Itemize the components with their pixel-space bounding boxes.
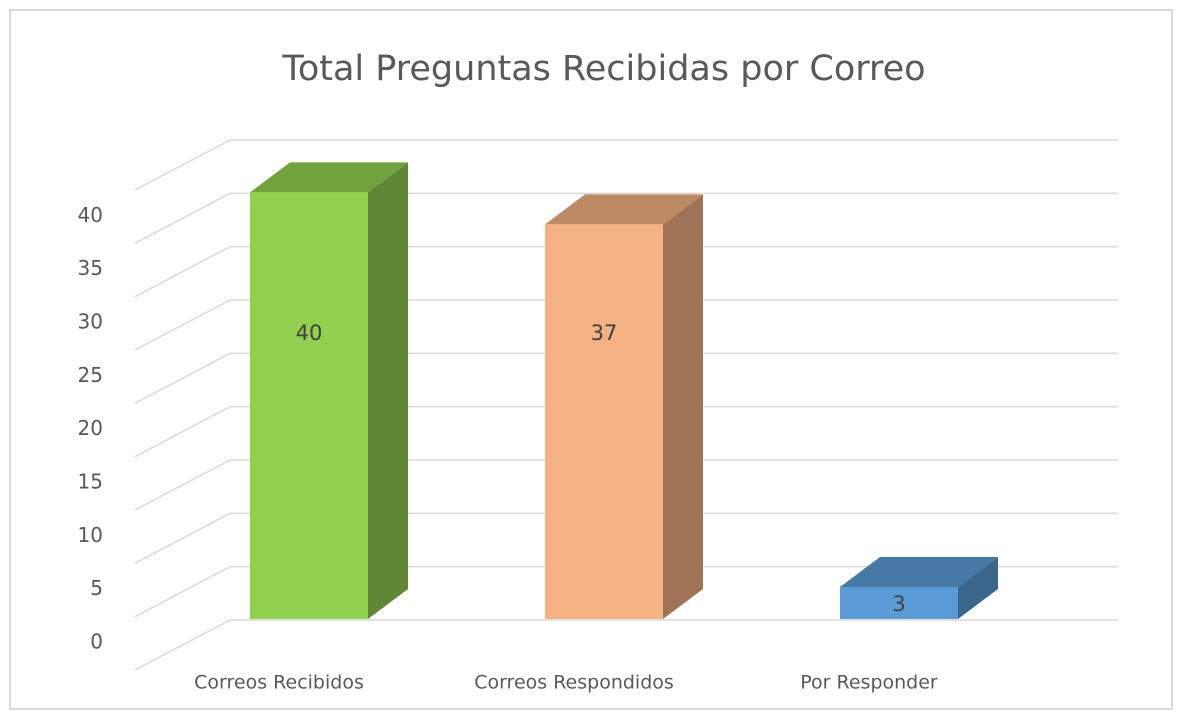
x-tick-label: Correos Recibidos xyxy=(194,672,364,694)
bar-top xyxy=(840,557,998,587)
grid-line-side xyxy=(134,459,231,511)
y-tick-label: 30 xyxy=(78,310,103,334)
value-label: 37 xyxy=(591,321,618,345)
bar-top xyxy=(545,194,703,225)
grid-line-side xyxy=(134,512,231,564)
bar-side xyxy=(958,557,998,619)
grid-line-side xyxy=(134,352,231,404)
y-tick-label: 15 xyxy=(78,470,103,494)
grid-line-side xyxy=(134,246,231,298)
y-tick-label: 5 xyxy=(90,576,103,600)
value-label: 40 xyxy=(296,321,323,345)
x-tick-label: Correos Respondidos xyxy=(474,672,674,694)
x-tick-label: Por Responder xyxy=(800,672,938,694)
wall-top-side xyxy=(134,139,231,191)
bar xyxy=(840,587,958,619)
bar xyxy=(545,224,663,620)
bar-side xyxy=(368,162,408,620)
y-tick-label: 40 xyxy=(78,203,103,227)
bar-side xyxy=(663,194,703,620)
grid-line-side xyxy=(134,566,231,618)
y-tick-label: 20 xyxy=(78,416,103,440)
y-tick-label: 10 xyxy=(78,523,103,547)
grid-line-side xyxy=(134,406,231,458)
grid-line-side xyxy=(134,192,231,244)
grid-line-side xyxy=(134,619,231,671)
bar-top xyxy=(250,162,408,193)
y-tick-label: 0 xyxy=(90,630,103,654)
grid-line-side xyxy=(134,299,231,351)
y-tick-label: 35 xyxy=(78,256,103,280)
y-tick-label: 25 xyxy=(78,363,103,387)
bar xyxy=(250,192,368,620)
chart-title: Total Preguntas Recibidas por Correo xyxy=(281,49,925,89)
value-label: 3 xyxy=(892,592,905,616)
